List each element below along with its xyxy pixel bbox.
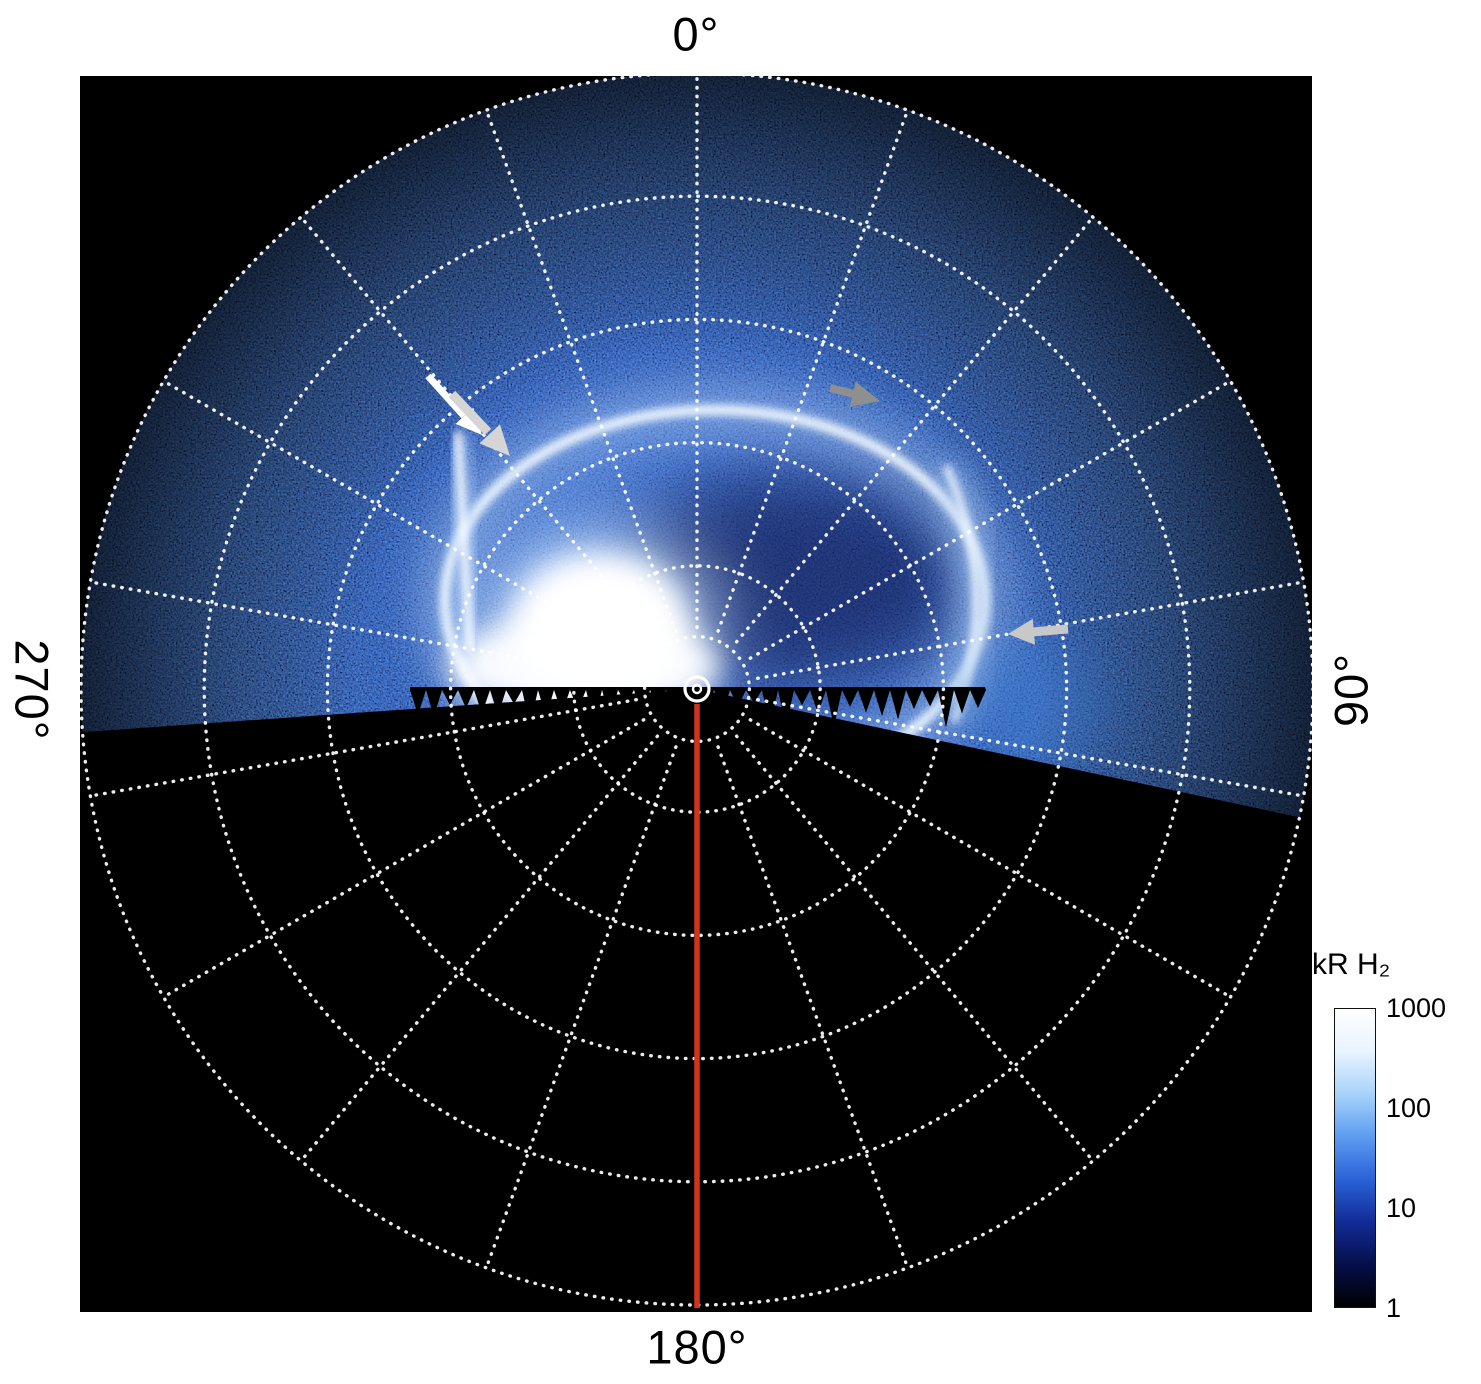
grid-spoke (299, 734, 660, 1163)
angle-label-270: 270° (5, 639, 59, 741)
gray-arrow-east-head (1008, 618, 1035, 645)
grid-spoke (484, 108, 678, 633)
grid-spoke (88, 580, 638, 680)
white-arrow-west-shaft (425, 373, 467, 419)
gray-arrowhead-north-shaft (829, 384, 855, 398)
grid-spoke (88, 698, 638, 798)
colorbar-tick-label: 1 (1386, 1293, 1402, 1323)
gray-arrowhead-north (829, 381, 880, 407)
pole-marker-inner-ring (691, 683, 703, 695)
polar-plot-area (80, 76, 1312, 1312)
grid-spoke (161, 379, 646, 660)
gray-arrow-west-head (479, 424, 510, 456)
gray-arrow-west-shaft (448, 390, 492, 436)
annotation-arrows (425, 373, 1069, 645)
colorbar-tick-label: 1000 (1386, 993, 1447, 1023)
gray-arrow-east (1008, 618, 1069, 645)
gray-arrow-west (448, 390, 510, 456)
colorbar (1334, 1008, 1376, 1308)
colorbar-tick-label: 100 (1386, 1093, 1432, 1123)
angle-label-180: 180° (646, 1320, 748, 1374)
grid-spoke (716, 108, 910, 633)
polar-projection-svg (80, 76, 1312, 1308)
grid-ring (325, 317, 1069, 1061)
grid-spoke (484, 745, 678, 1270)
grid-ring (448, 440, 946, 938)
colorbar-tick-label: 10 (1386, 1193, 1417, 1223)
angle-label-90: 90° (1324, 652, 1378, 728)
pole-marker-outer-ring (683, 675, 711, 703)
grid-spoke (748, 718, 1233, 999)
grid-ring (642, 634, 752, 744)
sawtooth-horizon-edge (410, 687, 986, 728)
grid-spoke (734, 215, 1095, 644)
angle-label-0: 0° (672, 7, 720, 61)
grid-spoke (161, 718, 646, 999)
pole-marker (683, 675, 711, 703)
grid-spoke (734, 734, 1095, 1163)
gray-arrowhead-north-head (849, 381, 880, 407)
gray-arrow-east-shaft (1031, 624, 1069, 637)
grid-spoke (716, 745, 910, 1270)
grid-spoke (748, 379, 1233, 660)
colorbar-title: kR H₂ (1312, 948, 1391, 981)
grid-spoke (756, 698, 1306, 798)
